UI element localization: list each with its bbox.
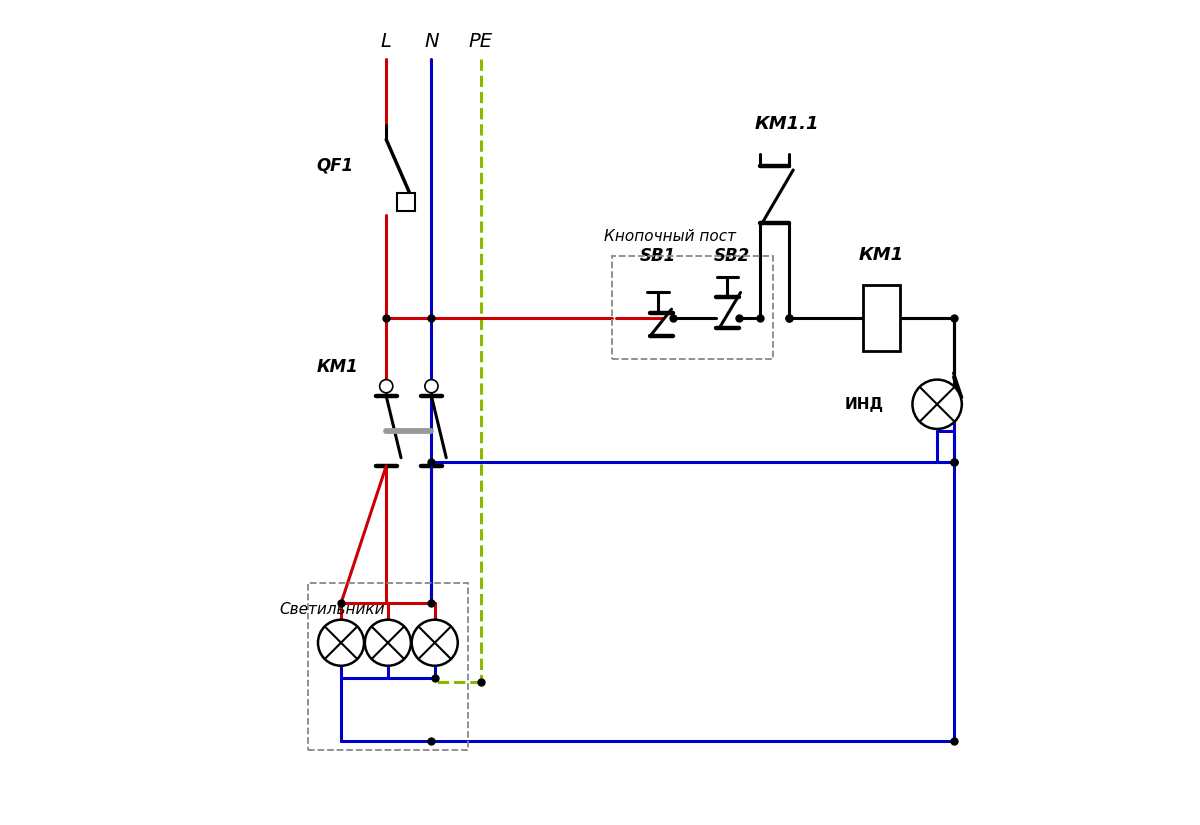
Bar <box>612 257 773 359</box>
Text: ИНД: ИНД <box>845 397 883 412</box>
Text: QF1: QF1 <box>317 157 354 175</box>
Text: КМ1.1: КМ1.1 <box>755 115 820 133</box>
Text: Кнопочный пост: Кнопочный пост <box>604 229 736 244</box>
Text: Светильники: Светильники <box>280 602 385 617</box>
Text: L: L <box>380 31 391 50</box>
Text: SB1: SB1 <box>640 247 676 265</box>
Circle shape <box>425 380 438 393</box>
Bar <box>397 193 415 211</box>
Bar <box>863 285 900 351</box>
Text: PE: PE <box>469 31 493 50</box>
Text: КМ1: КМ1 <box>859 247 904 265</box>
Text: N: N <box>424 31 439 50</box>
Circle shape <box>318 620 364 666</box>
Text: SB2: SB2 <box>714 247 750 265</box>
Circle shape <box>365 620 410 666</box>
Circle shape <box>912 380 961 429</box>
Text: КМ1: КМ1 <box>317 358 358 376</box>
Circle shape <box>412 620 457 666</box>
Bar <box>308 582 468 750</box>
Circle shape <box>379 380 392 393</box>
